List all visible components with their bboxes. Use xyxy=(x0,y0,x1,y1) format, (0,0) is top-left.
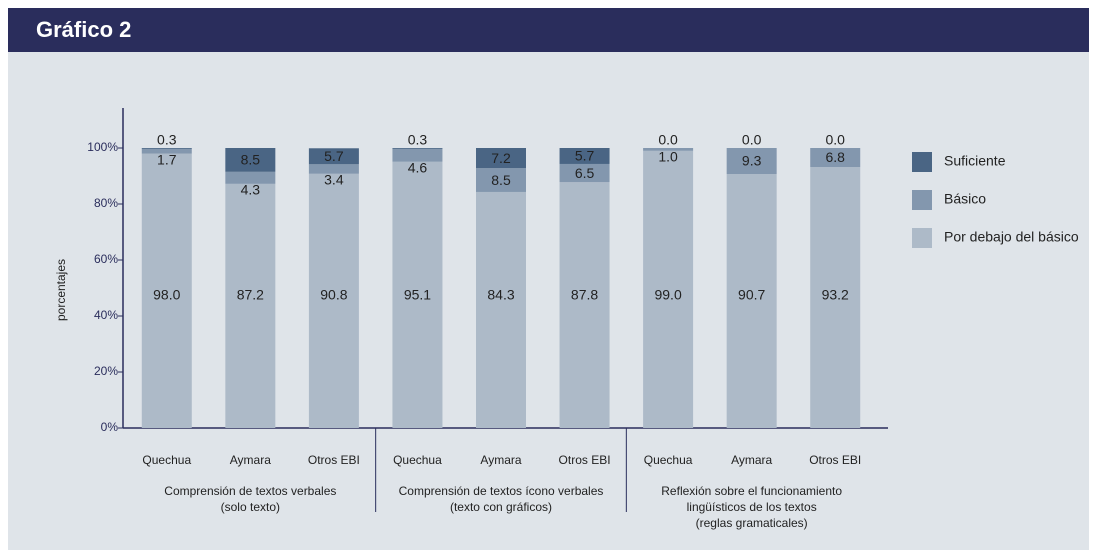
y-axis-label: porcentajes xyxy=(54,259,68,321)
x-tick-label: Aymara xyxy=(731,453,772,467)
value-label: 90.7 xyxy=(738,287,765,303)
y-tick-label: 80% xyxy=(94,196,118,210)
bar-segment xyxy=(559,182,610,428)
value-label: 5.7 xyxy=(324,148,344,164)
x-tick-label: Aymara xyxy=(230,453,271,467)
value-label: 6.5 xyxy=(575,165,595,181)
group-label: (solo texto) xyxy=(221,500,280,514)
bar-segment xyxy=(392,161,443,428)
y-tick-label: 40% xyxy=(94,308,118,322)
value-label: 8.5 xyxy=(241,152,261,168)
value-label: 0.0 xyxy=(825,132,845,148)
y-tick-label: 20% xyxy=(94,364,118,378)
legend-label: Suficiente xyxy=(944,153,1006,169)
value-label: 99.0 xyxy=(654,287,681,303)
value-label: 98.0 xyxy=(153,287,180,303)
bar-segment xyxy=(643,148,694,151)
value-label: 90.8 xyxy=(320,287,347,303)
x-tick-label: Quechua xyxy=(644,453,693,467)
x-tick-label: Quechua xyxy=(393,453,442,467)
bar-segment xyxy=(225,171,276,184)
bar-segment xyxy=(476,168,526,192)
value-label: 1.0 xyxy=(658,149,678,165)
bar-segment xyxy=(726,174,777,428)
value-label: 9.3 xyxy=(742,153,762,169)
y-tick-label: 60% xyxy=(94,252,118,266)
value-label: 0.3 xyxy=(408,132,428,148)
bar-segment xyxy=(225,183,276,428)
bar-segment xyxy=(392,148,443,149)
legend-swatch xyxy=(912,228,932,248)
bar-segment xyxy=(559,148,610,164)
bar-segment xyxy=(308,173,359,428)
bar-segment xyxy=(810,148,861,168)
value-label: 3.4 xyxy=(324,171,344,187)
value-label: 1.7 xyxy=(157,151,177,167)
value-label: 84.3 xyxy=(487,287,514,303)
value-label: 0.0 xyxy=(658,132,678,148)
value-label: 0.3 xyxy=(157,132,177,148)
value-label: 4.3 xyxy=(241,182,261,198)
x-tick-label: Aymara xyxy=(480,453,521,467)
value-label: 87.8 xyxy=(571,287,598,303)
bar-segment xyxy=(141,148,192,149)
legend-label: Por debajo del básico xyxy=(944,229,1079,245)
group-label: lingüísticos de los textos xyxy=(687,500,817,514)
y-tick-label: 0% xyxy=(101,420,119,434)
bar-segment xyxy=(476,148,526,169)
bar-segment xyxy=(726,148,777,175)
bar-segment xyxy=(141,153,192,428)
value-label: 93.2 xyxy=(822,287,849,303)
legend-swatch xyxy=(912,152,932,172)
bar-segment xyxy=(141,148,192,154)
bar-segment xyxy=(476,191,526,428)
value-label: 95.1 xyxy=(404,287,431,303)
bar-segment xyxy=(308,164,359,174)
value-label: 8.5 xyxy=(491,172,511,188)
value-label: 6.8 xyxy=(825,149,845,165)
value-label: 0.0 xyxy=(742,132,762,148)
bar-segment xyxy=(392,148,443,162)
legend-label: Básico xyxy=(944,191,986,207)
group-label: (texto con gráficos) xyxy=(450,500,552,514)
legend-swatch xyxy=(912,190,932,210)
x-tick-label: Otros EBI xyxy=(559,453,611,467)
bar-segment xyxy=(810,167,861,429)
group-label: Comprensión de textos ícono verbales xyxy=(399,484,604,498)
value-label: 5.7 xyxy=(575,148,595,164)
bar-segment xyxy=(559,163,610,183)
x-tick-label: Quechua xyxy=(142,453,191,467)
value-label: 7.2 xyxy=(491,150,511,166)
x-tick-label: Otros EBI xyxy=(809,453,861,467)
value-label: 87.2 xyxy=(237,287,264,303)
chart-title: Gráfico 2 xyxy=(36,17,131,42)
bar-segment xyxy=(643,150,694,429)
value-label: 4.6 xyxy=(408,159,428,175)
y-tick-label: 100% xyxy=(87,140,118,154)
group-label: (reglas gramaticales) xyxy=(696,516,808,530)
x-tick-label: Otros EBI xyxy=(308,453,360,467)
group-label: Reflexión sobre el funcionamiento xyxy=(661,484,842,498)
bar-segment xyxy=(308,148,359,165)
bar-segment xyxy=(225,148,276,172)
group-label: Comprensión de textos verbales xyxy=(164,484,336,498)
header xyxy=(8,8,1089,52)
